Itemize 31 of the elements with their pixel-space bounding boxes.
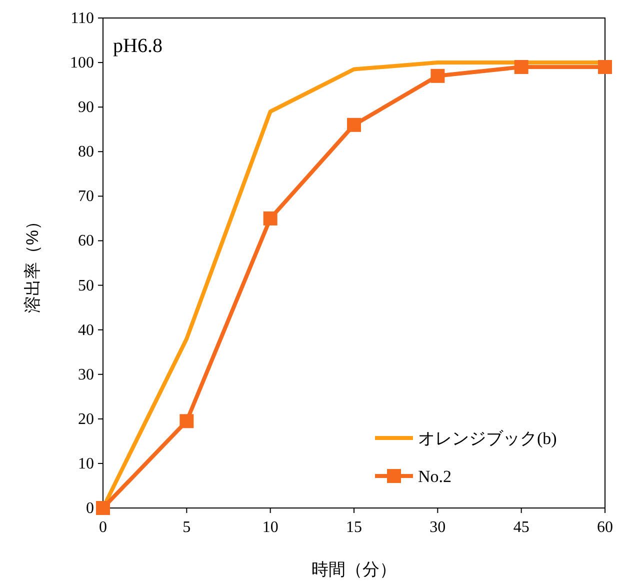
x-tick-label: 5: [182, 519, 191, 536]
x-tick-label: 0: [99, 519, 107, 536]
legend-label: オレンジブック(b): [418, 429, 557, 448]
point: [514, 60, 528, 74]
y-tick-label: 60: [78, 232, 94, 250]
point: [598, 60, 612, 74]
text: pH6.8: [113, 35, 162, 57]
x-tick-label: 60: [597, 519, 613, 536]
x-tick-label: 15: [346, 519, 362, 536]
x-tick-label: 30: [430, 519, 446, 536]
y-tick-label: 80: [78, 144, 94, 161]
y-tick-label: 0: [86, 500, 94, 517]
legend-label: No.2: [418, 467, 452, 486]
point: [263, 211, 278, 226]
point: [96, 501, 110, 515]
y-tick-label: 100: [70, 54, 94, 72]
x-axis-title: 時間（分）: [312, 560, 396, 579]
y-tick-label: 30: [78, 366, 94, 384]
y-tick-label: 20: [78, 410, 94, 428]
x-tick-label: 45: [513, 519, 530, 536]
point: [430, 68, 445, 83]
point: [180, 414, 194, 428]
y-tick-label: 40: [78, 322, 94, 339]
y-axis-title: 溶出率（%）: [23, 212, 42, 314]
y-tick-label: 90: [78, 99, 94, 116]
x-tick-label: 10: [262, 519, 278, 536]
y-tick-label: 70: [78, 188, 94, 206]
y-tick-label: 50: [78, 277, 94, 294]
point: [347, 118, 361, 132]
y-tick-label: 10: [78, 455, 94, 472]
y-tick-label: 110: [70, 10, 94, 27]
